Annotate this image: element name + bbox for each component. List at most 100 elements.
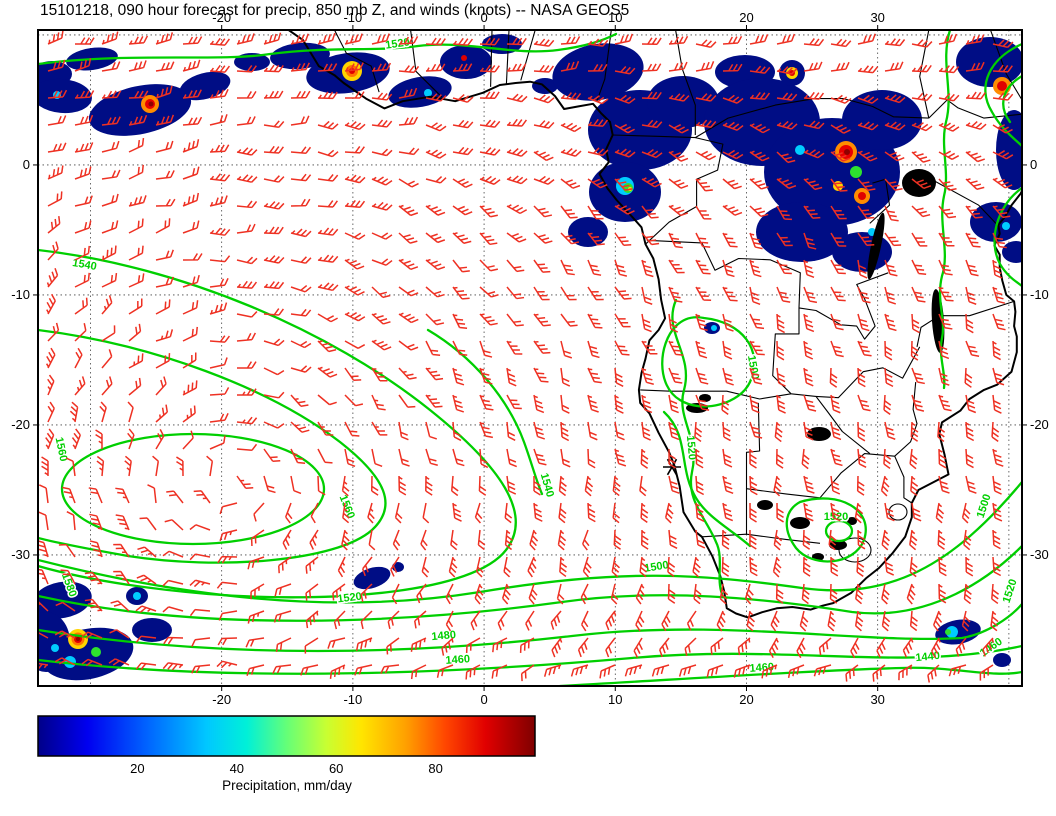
wind-barb — [371, 421, 388, 436]
wind-barb — [236, 200, 258, 209]
precip-cell — [132, 618, 172, 642]
height-contour — [38, 32, 618, 66]
wind-barb — [62, 486, 76, 504]
wind-barb — [661, 610, 671, 632]
wind-barb — [263, 308, 284, 316]
wind-barb — [635, 583, 645, 605]
wind-barb — [506, 148, 528, 157]
wind-barb — [560, 205, 578, 219]
wind-barb — [479, 394, 494, 411]
wind-barb — [47, 322, 60, 342]
wind-barb — [599, 664, 616, 679]
wind-barb — [611, 556, 620, 578]
wind-barb — [803, 475, 815, 494]
wind-barb — [787, 664, 805, 679]
wind-barb — [218, 610, 238, 621]
wind-barb — [371, 448, 383, 468]
precip-core — [850, 166, 862, 178]
country-border — [815, 396, 871, 455]
wind-barb — [113, 570, 130, 585]
wind-barb — [341, 475, 350, 497]
wind-barb — [884, 286, 897, 305]
wind-barb — [965, 556, 974, 577]
wind-barb — [963, 583, 972, 605]
wind-barb — [965, 232, 981, 248]
wind-barb — [570, 664, 589, 677]
wind-barb — [803, 340, 814, 360]
wind-barb — [506, 204, 528, 215]
wind-barb — [182, 380, 198, 396]
wind-barb — [371, 286, 391, 299]
wind-barb — [216, 660, 238, 669]
wind-barb — [47, 401, 55, 423]
contour-label: 1440 — [915, 650, 941, 664]
wind-barb — [641, 63, 662, 72]
wind-barb — [587, 147, 609, 157]
wind-barb — [884, 340, 893, 361]
wind-barb — [911, 178, 932, 190]
contour-label: 1520 — [824, 511, 848, 523]
wind-barb — [128, 164, 144, 180]
wind-barb — [776, 205, 792, 221]
wind-barb — [274, 583, 292, 597]
lat-tick-label: -30 — [1030, 547, 1049, 562]
wind-barb — [909, 448, 918, 470]
wind-barb — [390, 556, 400, 577]
wind-barb — [445, 610, 454, 632]
wind-barb — [344, 121, 366, 131]
wind-barb — [803, 91, 825, 100]
wind-barb — [716, 610, 726, 632]
wind-barb — [776, 340, 785, 361]
country-border — [928, 99, 1022, 119]
wind-barb — [163, 636, 184, 645]
wind-barb — [884, 38, 906, 47]
wind-barb — [749, 150, 770, 162]
wind-barb — [263, 90, 284, 99]
wind-barb — [155, 170, 175, 180]
wind-barb — [533, 232, 553, 244]
precip-core — [795, 145, 805, 155]
wind-barb — [209, 302, 228, 315]
wind-barb — [910, 475, 919, 497]
wind-barb — [668, 367, 683, 384]
height-contour — [938, 30, 952, 390]
wind-barb — [58, 543, 76, 558]
precip-cell — [88, 84, 192, 136]
wind-barb — [992, 556, 1002, 577]
wind-barb — [774, 421, 783, 443]
wind-barb — [533, 367, 549, 383]
wind-barb — [587, 118, 609, 127]
wind-barb — [305, 583, 319, 601]
wind-barb — [310, 502, 319, 524]
wind-barb — [189, 608, 211, 617]
wind-barb — [640, 448, 649, 469]
wind-barb — [474, 502, 483, 524]
wind-barb — [290, 394, 309, 407]
wind-barb — [506, 118, 528, 127]
wind-barb — [830, 178, 848, 192]
wind-barb — [452, 119, 474, 129]
wind-barb — [425, 475, 433, 496]
wind-barb — [587, 286, 604, 301]
wind-barb — [344, 421, 360, 437]
wind-barb — [74, 114, 94, 126]
wind-barb — [253, 502, 265, 522]
wind-barb — [965, 340, 980, 357]
wind-barb — [47, 374, 55, 396]
wind-barb — [658, 637, 670, 658]
wind-barb — [520, 664, 535, 682]
wind-barb — [333, 610, 346, 630]
wind-barb — [906, 583, 916, 605]
country-border — [612, 98, 929, 139]
wind-barb — [668, 394, 679, 414]
wind-barb — [796, 637, 806, 659]
wind-barb — [749, 556, 758, 577]
wind-barb — [830, 150, 851, 162]
wind-barb — [614, 178, 633, 191]
wind-barb — [317, 91, 338, 100]
wind-barb — [884, 205, 899, 222]
wind-barb — [155, 198, 176, 207]
wind-barb — [209, 114, 228, 126]
wind-barb — [776, 66, 798, 75]
wind-barb — [587, 313, 603, 329]
